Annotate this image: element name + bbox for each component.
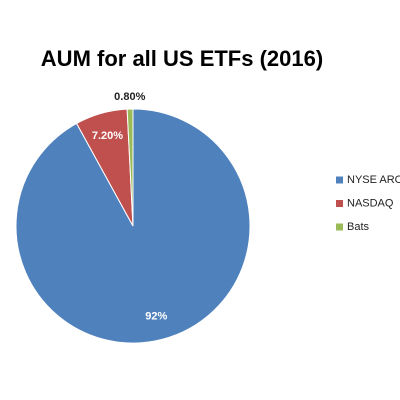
legend-label: Bats [347, 221, 370, 233]
legend-label: NASDAQ [347, 197, 394, 209]
legend-swatch [336, 176, 343, 184]
legend-label: NYSE ARCA [347, 174, 400, 186]
pie-slice [126, 108, 134, 227]
data-label: 7.20% [92, 130, 123, 142]
legend-swatch [336, 200, 343, 207]
chart-title: AUM for all US ETFs (2016) [41, 46, 323, 71]
data-label: 92% [145, 311, 167, 323]
data-label: 0.80% [114, 91, 145, 103]
legend-swatch [336, 223, 343, 231]
